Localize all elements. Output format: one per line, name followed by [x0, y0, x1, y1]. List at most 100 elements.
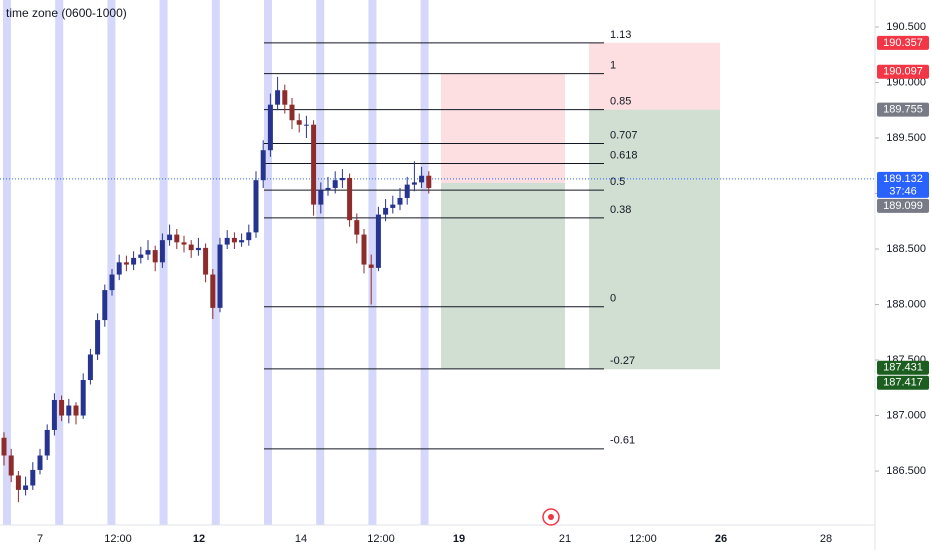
- time-label: 28: [820, 533, 832, 545]
- price-tag-label: 189.755: [883, 104, 923, 116]
- candle-body: [44, 429, 50, 456]
- time-label: 21: [559, 533, 571, 545]
- time-label: 7: [37, 533, 43, 545]
- price-label: 187.000: [886, 409, 926, 421]
- candle-body: [339, 177, 345, 181]
- candle-body: [397, 197, 403, 205]
- candle-body: [181, 242, 187, 245]
- event-icon[interactable]: [542, 508, 560, 526]
- price-tag-bg: [877, 375, 929, 390]
- candle-body: [167, 234, 173, 241]
- indicator-title: time zone (0600-1000): [6, 6, 127, 20]
- candle-body: [51, 399, 57, 430]
- candle-body: [203, 247, 209, 275]
- fib-label: -0.61: [610, 435, 635, 447]
- candle-body: [138, 254, 144, 258]
- price-tag: 187.417: [877, 375, 929, 390]
- candle-body: [1, 437, 7, 456]
- candle-body: [174, 234, 180, 243]
- price-tag-label: 190.357: [883, 37, 923, 49]
- fib-label: 0.618: [610, 149, 638, 161]
- candle-body: [282, 90, 288, 105]
- session-band: [264, 0, 272, 525]
- candle-body: [325, 187, 331, 191]
- candle-body: [109, 274, 115, 291]
- candle-body: [275, 90, 281, 105]
- fib-label: 0.85: [610, 96, 631, 108]
- candle-body: [159, 240, 165, 263]
- candle-body: [15, 475, 21, 490]
- candle-body: [311, 124, 317, 205]
- candle-body: [195, 247, 201, 251]
- price-label: 189.500: [886, 132, 926, 144]
- time-label: 26: [715, 533, 727, 545]
- session-band: [420, 0, 429, 525]
- candle-body: [210, 274, 216, 308]
- price-tag-label: 187.417: [883, 377, 923, 389]
- candle-body: [102, 290, 108, 321]
- price-tag-bg: [877, 171, 929, 198]
- fib-label: -0.27: [610, 355, 635, 367]
- session-band: [3, 0, 11, 525]
- candle-body: [390, 204, 396, 208]
- candle-body: [260, 150, 266, 181]
- session-band: [211, 0, 220, 525]
- price-label: 190.000: [886, 76, 926, 88]
- candle-body: [411, 182, 417, 185]
- time-label: 14: [295, 533, 307, 545]
- time-label: 12:00: [629, 533, 657, 545]
- session-band: [316, 0, 325, 525]
- price-tag-label: 189.099: [883, 200, 923, 212]
- time-label: 12:00: [367, 533, 395, 545]
- candle-body: [95, 320, 101, 355]
- price-tag-bg: [877, 198, 929, 213]
- price-tag-label: 187.431: [883, 362, 923, 374]
- price-label: 190.500: [886, 21, 926, 33]
- candle-body: [368, 264, 374, 268]
- candle-body: [59, 399, 65, 416]
- candle-body: [332, 180, 338, 188]
- candle-body: [145, 250, 151, 255]
- candle-body: [426, 175, 432, 188]
- candle-body: [152, 250, 158, 263]
- session-band: [107, 0, 116, 525]
- candle-body: [123, 262, 129, 265]
- candle-body: [30, 469, 36, 486]
- stop-zone: [589, 42, 720, 110]
- candle-body: [383, 207, 389, 215]
- candle-body: [80, 380, 86, 416]
- fib-label: 0: [610, 293, 616, 305]
- price-tag-label: 190.097: [883, 66, 923, 78]
- price-label: 188.500: [886, 243, 926, 255]
- fib-label: 0.707: [610, 129, 638, 141]
- fib-label: 1: [610, 60, 616, 72]
- candle-body: [253, 180, 259, 233]
- event-icon-dot: [548, 514, 554, 520]
- price-tag: 189.099: [877, 198, 929, 213]
- price-label: 188.000: [886, 298, 926, 310]
- price-label: 186.500: [886, 465, 926, 477]
- candle-body: [224, 237, 230, 245]
- candle-body: [66, 405, 72, 416]
- target-zone: [441, 182, 565, 369]
- candle-body: [347, 177, 353, 221]
- candle-body: [267, 104, 273, 151]
- price-tag: 190.097: [877, 64, 929, 79]
- stop-zone: [441, 73, 565, 183]
- price-tag: 187.431: [877, 360, 929, 375]
- fib-label: 0.5: [610, 176, 625, 188]
- candle-body: [116, 262, 122, 275]
- time-label: 12: [193, 533, 205, 545]
- candle-body: [303, 124, 309, 126]
- candle-body: [188, 244, 194, 251]
- session-band: [368, 0, 377, 525]
- session-band: [55, 0, 64, 525]
- candle-body: [87, 354, 93, 381]
- fib-label: 1.13: [610, 29, 631, 41]
- candle-body: [318, 190, 324, 205]
- time-label: 12:00: [104, 533, 132, 545]
- price-tag-bg: [877, 360, 929, 375]
- target-zone: [589, 109, 720, 370]
